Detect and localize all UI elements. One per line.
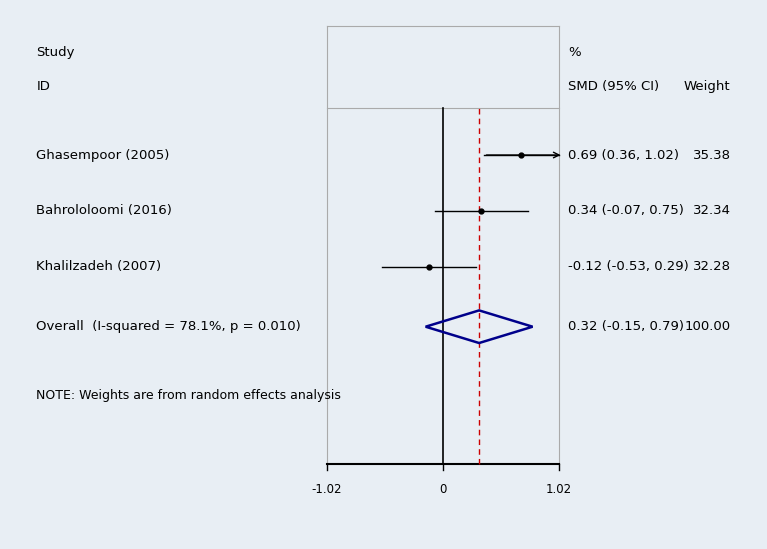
Text: 32.28: 32.28	[693, 260, 731, 273]
Text: 1.02: 1.02	[545, 483, 572, 496]
Text: 35.38: 35.38	[693, 149, 731, 161]
Text: -1.02: -1.02	[311, 483, 342, 496]
Text: Overall  (I-squared = 78.1%, p = 0.010): Overall (I-squared = 78.1%, p = 0.010)	[36, 320, 301, 333]
Text: 0: 0	[439, 483, 446, 496]
Text: Khalilzadeh (2007): Khalilzadeh (2007)	[36, 260, 162, 273]
Text: NOTE: Weights are from random effects analysis: NOTE: Weights are from random effects an…	[36, 389, 341, 402]
Text: Bahrololoomi (2016): Bahrololoomi (2016)	[36, 204, 173, 217]
Text: 32.34: 32.34	[693, 204, 731, 217]
Text: Study: Study	[36, 46, 75, 59]
Text: -0.12 (-0.53, 0.29): -0.12 (-0.53, 0.29)	[568, 260, 689, 273]
Text: SMD (95% CI): SMD (95% CI)	[568, 80, 659, 93]
Text: 0.69 (0.36, 1.02): 0.69 (0.36, 1.02)	[568, 149, 679, 161]
Text: Ghasempoor (2005): Ghasempoor (2005)	[36, 149, 170, 161]
Text: 100.00: 100.00	[684, 320, 731, 333]
Text: %: %	[568, 46, 581, 59]
Text: Weight: Weight	[684, 80, 731, 93]
Text: 0.32 (-0.15, 0.79): 0.32 (-0.15, 0.79)	[568, 320, 684, 333]
Text: ID: ID	[36, 80, 51, 93]
Text: 0.34 (-0.07, 0.75): 0.34 (-0.07, 0.75)	[568, 204, 683, 217]
